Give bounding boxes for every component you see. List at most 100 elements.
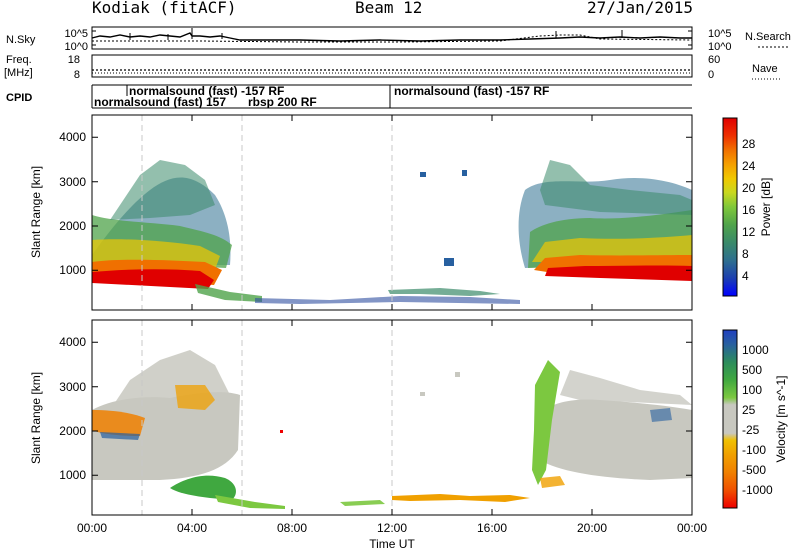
velocity-region-trail-green	[340, 500, 385, 506]
nsky-trace	[91, 32, 692, 42]
vel-cbar-tick-25: 25	[742, 403, 756, 417]
vel-cbar-tick-minus500: -500	[742, 463, 766, 477]
velocity-region-orange-upper	[175, 385, 215, 410]
power-ytick-2000: 2000	[59, 219, 86, 233]
vel-cbar-tick-minus25: -25	[742, 423, 760, 437]
power-panel: 1000 2000 3000 4000 Slant Range [km]	[29, 114, 693, 311]
cpid-panel: CPID normalsound (fast) -157 RF normalso…	[6, 84, 692, 109]
nave-tick-top: 60	[708, 54, 720, 66]
power-echo-speck-2	[462, 170, 467, 176]
vel-cbar-tick-minus1000: -1000	[742, 483, 773, 497]
velocity-region-orange-left	[92, 410, 145, 436]
velocity-region-orange-right	[540, 476, 565, 488]
time-axis: 00:00 04:00 08:00 12:00 16:00 20:00 00:0…	[77, 521, 707, 551]
velocity-ytick-4000: 4000	[59, 335, 86, 349]
power-cbar-tick-20: 20	[742, 181, 756, 195]
velocity-panel: 1000 2000 3000 4000 Slant Range [km]	[29, 319, 693, 516]
freq-label-line2: [MHz]	[4, 67, 33, 79]
velocity-region-blue-right	[650, 408, 672, 422]
power-region-red-left	[92, 269, 214, 289]
power-echo-blob	[444, 258, 454, 266]
power-region-upper-left	[110, 160, 215, 220]
xtick-0400: 04:00	[177, 521, 207, 535]
power-colorbar-gradient	[722, 117, 738, 297]
velocity-region-tail-green	[215, 495, 285, 509]
velocity-region-green-right	[532, 360, 560, 485]
freq-panel: Freq. [MHz] 18 8 60 0 Nave	[4, 54, 782, 81]
nsky-tick-bottom: 10^0	[64, 41, 88, 53]
freq-frame	[91, 54, 693, 78]
power-region-trail-green	[388, 288, 500, 296]
power-ytick-3000: 3000	[59, 175, 86, 189]
vel-cbar-tick-1000: 1000	[742, 343, 769, 357]
nsky-ticks	[92, 30, 692, 46]
vel-cbar-tick-500: 500	[742, 363, 762, 377]
velocity-region-green-left	[170, 475, 236, 500]
nsearch-tick-bottom: 10^0	[708, 41, 732, 53]
vel-cbar-tick-100: 100	[742, 383, 762, 397]
power-cbar-tick-8: 8	[742, 247, 749, 261]
nsearch-tick-top: 10^5	[708, 28, 732, 40]
vel-cbar-tick-minus100: -100	[742, 443, 766, 457]
power-ticks	[91, 115, 693, 310]
beam-title: Beam 12	[355, 0, 423, 17]
power-ytick-4000: 4000	[59, 130, 86, 144]
power-region-red-right	[545, 265, 692, 281]
velocity-colorbar: 1000 500 100 25 -25 -100 -500 -1000 Velo…	[722, 329, 788, 509]
power-region-upper-right	[540, 160, 692, 215]
freq-label-line1: Freq.	[6, 54, 32, 66]
velocity-echo-speck-3	[280, 430, 283, 433]
velocity-echo-speck-2	[455, 372, 460, 377]
power-echo-speck	[420, 172, 426, 177]
power-cbar-tick-4: 4	[742, 269, 749, 283]
velocity-cbar-label: Velocity [m s^-1]	[774, 376, 788, 463]
velocity-ticks	[91, 320, 693, 515]
velocity-region-blue-left	[100, 432, 140, 440]
nave-tick-bottom: 0	[708, 69, 714, 81]
power-region-high-right	[532, 235, 692, 262]
cpid-segment-2: normalsound (fast) 157	[94, 95, 226, 109]
power-cbar-tick-16: 16	[742, 203, 756, 217]
power-cbar-tick-12: 12	[742, 225, 756, 239]
cpid-segment-4: normalsound (fast) -157 RF	[394, 84, 549, 98]
date-title: 27/Jan/2015	[587, 0, 693, 17]
power-ytick-1000: 1000	[59, 263, 86, 277]
velocity-ylabel: Slant Range [km]	[29, 372, 43, 464]
velocity-ytick-1000: 1000	[59, 468, 86, 482]
velocity-region-trail-orange	[392, 494, 530, 502]
xtick-2400: 00:00	[677, 521, 707, 535]
freq-tick-bottom: 8	[74, 69, 80, 81]
velocity-region-grey-upper-right	[560, 370, 692, 405]
cpid-segment-3: rbsp 200 RF	[248, 95, 317, 109]
power-colorbar: 28 24 20 16 12 8 4 Power [dB]	[722, 117, 773, 297]
freq-tick-top: 18	[68, 54, 80, 66]
power-ylabel: Slant Range [km]	[29, 166, 43, 258]
velocity-data-layer	[92, 350, 692, 509]
xtick-2000: 20:00	[577, 521, 607, 535]
nsky-panel: N.Sky 10^5 10^0 10^5 10^0 N.Search	[6, 26, 791, 53]
nave-label: Nave	[752, 63, 778, 75]
nsearch-trace	[92, 34, 693, 43]
velocity-echo-speck	[420, 392, 425, 396]
xtick-1600: 16:00	[477, 521, 507, 535]
power-cbar-tick-28: 28	[742, 137, 756, 151]
power-cbar-label: Power [dB]	[759, 178, 773, 237]
cpid-segment-1: normalsound (fast) -157 RF	[129, 84, 284, 98]
power-data-layer	[92, 160, 692, 304]
cpid-label: CPID	[6, 92, 32, 104]
velocity-ytick-3000: 3000	[59, 380, 86, 394]
velocity-colorbar-gradient	[722, 329, 738, 509]
xaxis-label: Time UT	[369, 537, 415, 551]
xtick-1200: 12:00	[377, 521, 407, 535]
xtick-0800: 08:00	[277, 521, 307, 535]
power-region-tail-left	[195, 284, 262, 302]
power-region-trail	[255, 296, 520, 304]
velocity-ytick-2000: 2000	[59, 424, 86, 438]
nsearch-label: N.Search	[745, 31, 791, 43]
nsky-tick-top: 10^5	[64, 28, 88, 40]
power-cbar-tick-24: 24	[742, 159, 756, 173]
station-title: Kodiak (fitACF)	[92, 0, 237, 17]
xtick-0000: 00:00	[77, 521, 107, 535]
nsky-label: N.Sky	[6, 34, 36, 46]
